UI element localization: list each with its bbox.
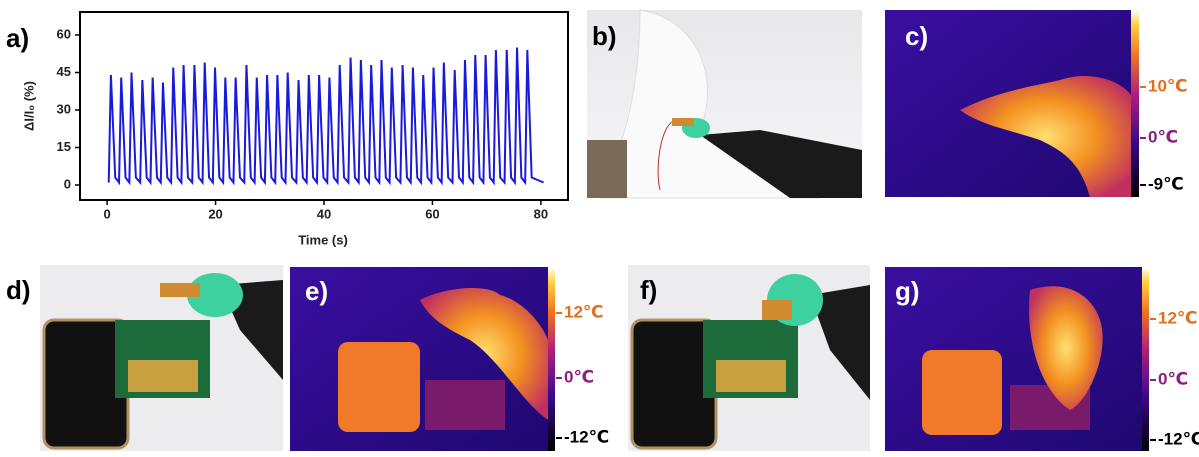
x-tick-label: 20 [208,206,222,221]
panel-label: g) [895,276,920,306]
photo-d [40,265,283,451]
data-line [109,48,544,183]
colorbar-label: -9℃ [1148,174,1184,193]
panel-label: a) [6,23,29,53]
y-tick-label: 45 [57,64,71,79]
y-tick-label: 60 [57,26,71,41]
y-tick-label: 0 [64,176,71,191]
y-tick-label: 30 [57,101,71,116]
panel-label: e) [305,276,328,306]
thermal-e [290,267,555,451]
colorbar-label: 0℃ [1158,369,1188,388]
colorbar-label: 0℃ [1148,127,1178,146]
x-tick-label: 80 [534,206,548,221]
y-axis-label: ΔI/I₀ (%) [21,81,36,131]
colorbar-label: -12℃ [1158,429,1199,448]
x-axis-label: Time (s) [298,232,348,247]
panel-label: f) [640,275,657,305]
panel-label: c) [905,21,928,51]
photo-b [587,10,862,198]
x-tick-label: 0 [103,206,110,221]
x-tick-label: 60 [425,206,439,221]
thermal-g [885,267,1149,451]
colorbar-label: -12℃ [564,427,609,446]
colorbar-label: 0℃ [564,367,594,386]
panel-label: d) [6,275,31,305]
photo-f [628,265,870,451]
page: {"chart_data": {"type": "line", "x_label… [0,0,1199,452]
colorbar-label: 10℃ [1148,76,1188,95]
y-tick-label: 15 [57,139,71,154]
x-tick-label: 40 [317,206,331,221]
panel-label: b) [592,21,617,51]
figure: Time (s) ΔI/I₀ (%) 0 20 40 60 80 0 15 30 45 60 a) b… [0,0,1199,452]
colorbar-label: 12℃ [564,302,604,321]
colorbar-label: 12℃ [1158,308,1198,327]
